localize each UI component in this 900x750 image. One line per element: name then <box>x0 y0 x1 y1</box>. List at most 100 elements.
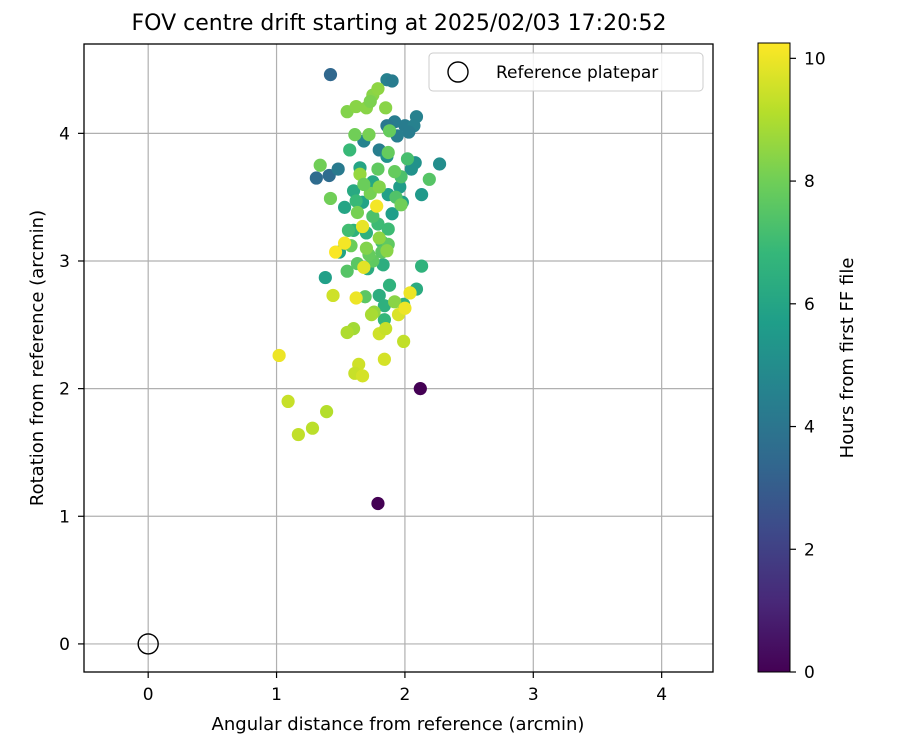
scatter-point <box>359 241 374 255</box>
scatter-point <box>422 172 436 186</box>
colorbar: 0 2 4 6 8 10 Hours from first FF file <box>757 42 858 683</box>
scatter-point <box>404 162 418 176</box>
legend-box <box>428 52 704 92</box>
scatter-point <box>363 94 377 109</box>
scatter-point <box>372 180 386 194</box>
scatter-point <box>362 128 376 142</box>
scatter-point <box>372 231 386 245</box>
scatter-point <box>340 264 354 278</box>
x-axis-label: Angular distance from reference (arcmin) <box>212 714 585 735</box>
colorbar-tick-label: 10 <box>804 49 826 69</box>
scatter-point <box>397 334 411 349</box>
scatter-point <box>400 152 415 166</box>
colorbar-tick-label: 4 <box>804 418 815 438</box>
scatter-point <box>385 74 399 88</box>
scatter-point <box>343 143 357 157</box>
x-tick-label: 0 <box>143 685 154 705</box>
scatter-point <box>353 167 367 181</box>
scatter-point <box>382 278 397 292</box>
scatter-point <box>364 308 379 322</box>
colorbar-tick-label: 0 <box>804 663 815 683</box>
scatter-point <box>349 194 363 208</box>
scatter-point <box>318 270 332 285</box>
scatter-point <box>377 352 391 366</box>
reference-marker <box>137 633 159 655</box>
scatter-point <box>348 128 362 142</box>
scatter-point <box>432 157 447 171</box>
scatter-point <box>413 382 427 396</box>
scatter-point <box>309 171 323 185</box>
legend-marker-icon <box>447 61 469 83</box>
y-tick-label: 1 <box>59 507 70 527</box>
reference-platepar-point <box>137 633 159 655</box>
scatter-point <box>371 496 385 511</box>
x-tick-label: 3 <box>528 685 539 705</box>
scatter-point <box>349 291 363 305</box>
scatter-point <box>372 288 386 303</box>
scatter-point <box>366 209 380 223</box>
colorbar-ticks: 0 2 4 6 8 10 <box>790 49 826 683</box>
scatter-point <box>323 191 338 206</box>
scatter-point <box>349 99 363 114</box>
scatter-point <box>355 369 370 383</box>
scatter-point <box>340 325 354 340</box>
scatter-point <box>341 223 356 237</box>
scatter-point <box>379 101 393 115</box>
scatter-point <box>357 260 371 274</box>
scatter-point <box>272 348 286 363</box>
legend-label: Reference platepar <box>496 63 658 83</box>
y-tick-label: 3 <box>59 252 70 272</box>
scatter-point <box>415 188 429 202</box>
axis-ticks: 0 1 2 3 4 0 1 2 3 4 <box>59 124 667 705</box>
colorbar-tick-label: 2 <box>804 540 815 560</box>
scatter-point <box>388 295 402 309</box>
scatter-point <box>329 245 343 259</box>
data-points <box>272 68 447 511</box>
scatter-point <box>313 158 327 172</box>
y-tick-label: 2 <box>59 380 70 400</box>
scatter-point <box>281 394 295 408</box>
scatter-point <box>415 259 429 273</box>
scatter-point <box>382 124 397 138</box>
legend: Reference platepar <box>428 52 704 92</box>
scatter-point <box>331 162 345 176</box>
x-tick-label: 2 <box>400 685 411 705</box>
scatter-point <box>380 244 394 258</box>
colorbar-gradient <box>757 42 791 673</box>
scatter-point <box>385 207 399 221</box>
scatter-point <box>371 82 385 96</box>
scatter-point <box>393 180 407 194</box>
scatter-point <box>350 205 365 220</box>
scatter-point <box>403 286 417 300</box>
scatter-point <box>291 427 305 442</box>
scatter-point <box>370 199 384 213</box>
chart-title: FOV centre drift starting at 2025/02/03 … <box>132 11 667 36</box>
y-tick-label: 0 <box>59 635 70 655</box>
scatter-point <box>381 145 395 160</box>
scatter-point <box>388 165 402 179</box>
x-tick-label: 1 <box>271 685 282 705</box>
scatter-point <box>305 421 320 435</box>
scatter-point <box>337 200 352 214</box>
y-tick-label: 4 <box>59 124 70 144</box>
y-axis-label: Rotation from reference (arcmin) <box>27 210 48 506</box>
scatter-point <box>337 236 352 250</box>
scatter-point <box>326 288 340 303</box>
scatter-point <box>381 222 395 236</box>
scatter-point <box>394 198 408 212</box>
scatter-point <box>357 177 371 192</box>
scatter-point <box>398 301 412 315</box>
scatter-point <box>377 299 391 313</box>
scatter-point <box>323 68 338 82</box>
colorbar-tick-label: 8 <box>804 172 815 192</box>
plot-frame <box>83 43 714 673</box>
colorbar-label: Hours from first FF file <box>837 258 858 459</box>
scatter-point <box>355 219 370 234</box>
scatter-point <box>371 162 385 176</box>
scatter-point <box>346 184 361 198</box>
scatter-point <box>320 405 334 419</box>
grid <box>84 44 713 672</box>
colorbar-tick-label: 6 <box>804 295 815 315</box>
x-tick-label: 4 <box>656 685 667 705</box>
